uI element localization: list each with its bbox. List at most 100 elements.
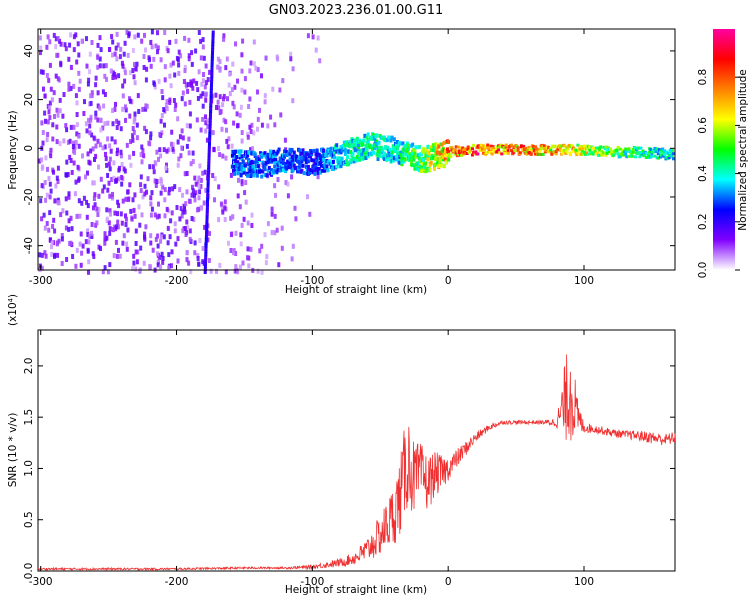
spectrogram-noise-cell — [41, 69, 45, 75]
spectrogram-carrier-cell — [258, 169, 261, 174]
spectrogram-carrier-cell — [398, 160, 402, 165]
spectrogram-noise-cell — [69, 215, 73, 221]
spectrogram-noise-cell — [254, 65, 258, 71]
spectrogram-noise-cell — [204, 97, 208, 103]
spectrogram-noise-cell — [244, 199, 248, 205]
spectrogram-noise-cell — [98, 105, 102, 111]
spectrogram-noise-cell — [47, 109, 51, 115]
spectrogram-noise-cell — [149, 201, 153, 207]
spectrogram-noise-cell — [68, 154, 72, 160]
spectrogram-noise-cell — [92, 205, 95, 211]
spectrogram-noise-cell — [170, 129, 174, 135]
spectrogram-noise-cell — [121, 106, 125, 112]
spectrogram-carrier-cell — [601, 153, 605, 157]
spectrogram-carrier-cell — [439, 163, 443, 168]
spectrogram-noise-cell — [85, 63, 89, 69]
spectrogram-noise-cell — [183, 64, 187, 70]
spectrogram-carrier-cell — [431, 155, 435, 160]
snr-x-tick-label: -300 — [29, 576, 53, 588]
spectrogram-noise-cell — [52, 217, 56, 223]
spectrogram-noise-cell — [278, 87, 282, 93]
spectrogram-noise-cell — [207, 258, 211, 263]
spectrogram-carrier-cell — [578, 147, 582, 151]
spectrogram-carrier-cell — [616, 145, 620, 149]
spectrogram-noise-cell — [125, 241, 129, 247]
spectrogram-noise-cell — [150, 206, 154, 212]
spectrogram-noise-cell — [211, 173, 215, 178]
spectrogram-noise-cell — [152, 56, 156, 62]
spectrogram-noise-cell — [151, 164, 155, 170]
spectrogram-noise-cell — [113, 210, 117, 216]
spectrogram-noise-cell — [197, 69, 201, 75]
spectrogram-vertical-line-cell — [206, 197, 210, 201]
spectrogram-noise-cell — [173, 72, 177, 78]
spectrogram-vertical-line-cell — [204, 255, 208, 260]
spectrogram-noise-cell — [114, 101, 117, 107]
spectrogram-noise-cell — [218, 152, 222, 158]
spectrogram-noise-cell — [158, 147, 162, 153]
spectrogram-noise-cell — [165, 148, 169, 154]
spectrogram-noise-cell — [159, 176, 163, 182]
spectrogram-noise-cell — [187, 37, 191, 43]
spectrogram-noise-cell — [63, 42, 67, 48]
spectrogram-carrier-cell — [471, 147, 474, 151]
spectrogram-noise-cell — [218, 262, 222, 268]
spectrogram-vertical-line-cell — [209, 106, 213, 111]
spectrogram-noise-cell — [84, 174, 87, 180]
spectrogram-carrier-cell — [412, 157, 416, 162]
spectrogram-carrier-cell — [668, 148, 672, 152]
spectrogram-noise-cell — [209, 268, 213, 274]
spectrogram-carrier-cell — [580, 149, 584, 153]
spectrogram-noise-cell — [248, 68, 252, 74]
spectrogram-noise-cell — [39, 45, 43, 51]
spectrogram-carrier-cell — [411, 142, 415, 147]
spectrogram-vertical-line-cell — [205, 232, 208, 236]
spectrogram-noise-cell — [132, 119, 136, 125]
spectrogram-noise-cell — [103, 144, 107, 150]
spectrogram-carrier-cell — [329, 146, 333, 151]
spectrogram-noise-cell — [191, 85, 195, 91]
spectrogram-carrier-cell — [349, 149, 353, 154]
spectrogram-carrier-cell — [314, 164, 318, 169]
spectrogram-noise-cell — [199, 205, 203, 211]
spectrogram-noise-cell — [108, 193, 112, 199]
spectrogram-noise-cell — [108, 208, 112, 214]
spectrogram-carrier-cell — [333, 150, 336, 155]
spectrogram-vertical-line-cell — [211, 33, 215, 38]
spectrogram-noise-cell — [90, 230, 93, 236]
spectrogram-noise-cell — [236, 123, 239, 129]
spectrogram-noise-cell — [44, 253, 48, 259]
spectrogram-noise-cell — [59, 212, 63, 218]
spectrogram-noise-cell — [64, 172, 68, 178]
spectrogram-carrier-cell — [531, 146, 535, 150]
spectrogram-carrier-cell — [375, 133, 379, 138]
spectrogram-vertical-line-cell — [207, 144, 211, 149]
spectrogram-carrier-cell — [406, 143, 410, 148]
spectrogram-noise-cell — [249, 246, 253, 252]
spectrogram-carrier-cell — [392, 156, 396, 161]
spectrogram-noise-cell — [202, 55, 206, 61]
spectrogram-carrier-cell — [243, 163, 247, 168]
spectrogram-noise-cell — [234, 264, 238, 270]
spectrogram-noise-cell — [196, 180, 200, 186]
spectrogram-carrier-cell — [591, 146, 595, 150]
spectrogram-vertical-line-cell — [209, 100, 213, 105]
spectrogram-noise-cell — [174, 241, 178, 247]
colorbar-tick-label: 0.8 — [697, 69, 709, 86]
spectrogram-noise-cell — [96, 138, 100, 144]
spectrogram-noise-cell — [249, 147, 253, 153]
spectrogram-carrier-cell — [560, 144, 564, 148]
spectrogram-vertical-line-cell — [204, 234, 208, 239]
spectrogram-noise-cell — [123, 70, 127, 76]
spectrogram-noise-cell — [144, 106, 148, 112]
spectrogram-noise-cell — [185, 219, 189, 225]
spectrogram-noise-cell — [150, 44, 154, 50]
spectrogram-y-tick-label: 40 — [23, 44, 35, 57]
spectrogram-carrier-cell — [375, 139, 379, 144]
spectrogram-carrier-cell — [453, 148, 457, 152]
spectrogram-noise-cell — [66, 172, 70, 177]
spectrogram-vertical-line-cell — [203, 264, 207, 269]
spectrogram-noise-cell — [72, 160, 76, 166]
colorbar-tick-label: 0.0 — [697, 262, 709, 279]
